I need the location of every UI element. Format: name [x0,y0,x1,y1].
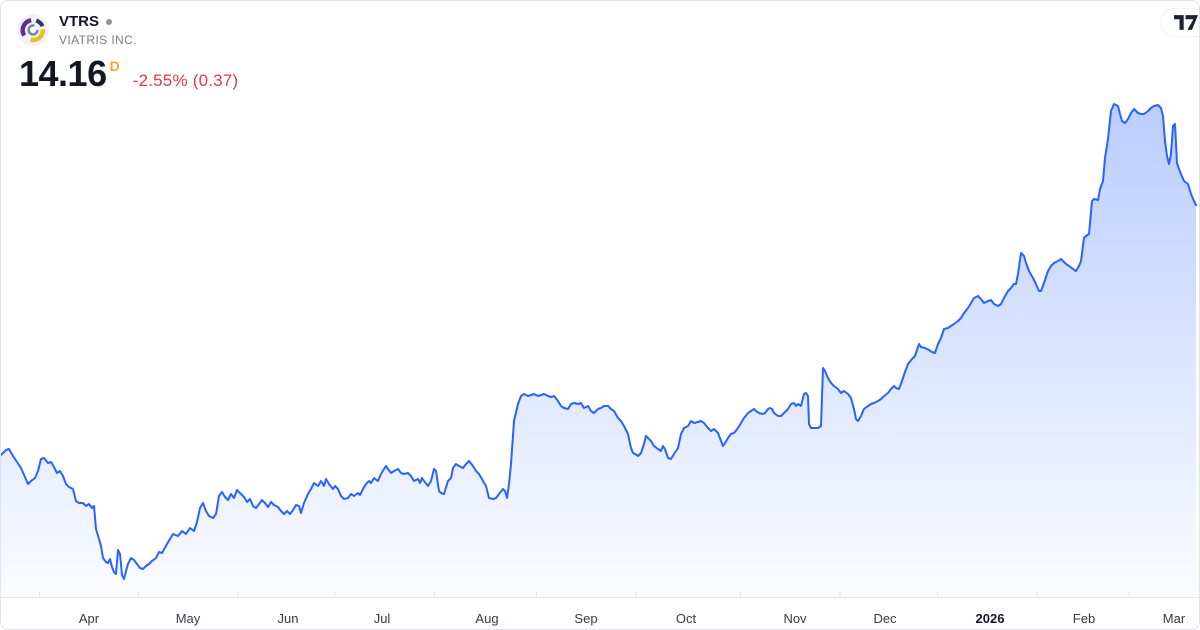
tradingview-attribution-button[interactable] [1161,9,1199,36]
x-axis-labels: Apr May Jun Jul Aug Sep Oct Nov Dec 2026 Feb Mar [79,611,1186,626]
x-axis-label: Feb [1073,611,1095,626]
x-axis-label: 2026 [976,611,1005,626]
tradingview-logo-icon [1174,15,1198,30]
x-axis-label: Jul [374,611,391,626]
x-axis-label: May [176,611,201,626]
company-name: VIATRIS INC. [59,33,137,47]
symbol-header: VTRS VIATRIS INC. 14.16 D -2.55% (0.37) [17,13,238,92]
market-status-dot-icon [106,18,113,25]
x-axis-label: Mar [1163,611,1186,626]
x-axis-label: Apr [79,611,100,626]
price-line [1,103,1197,580]
symbol-ticker: VTRS [59,13,100,30]
x-axis-ticks [39,592,1130,597]
last-price: 14.16 [19,53,107,94]
x-axis-label: Oct [676,611,697,626]
price-change: -2.55% (0.37) [132,71,239,90]
x-axis-label: Jun [278,611,299,626]
interval-badge: D [109,58,120,74]
x-axis: Apr May Jun Jul Aug Sep Oct Nov Dec 2026 Feb Mar [1,592,1199,626]
x-axis-label: Aug [475,611,498,626]
viatris-logo-icon [17,14,49,46]
area-fill [1,104,1196,597]
x-axis-label: Sep [574,611,597,626]
x-axis-label: Nov [783,611,807,626]
x-axis-label: Dec [873,611,897,626]
